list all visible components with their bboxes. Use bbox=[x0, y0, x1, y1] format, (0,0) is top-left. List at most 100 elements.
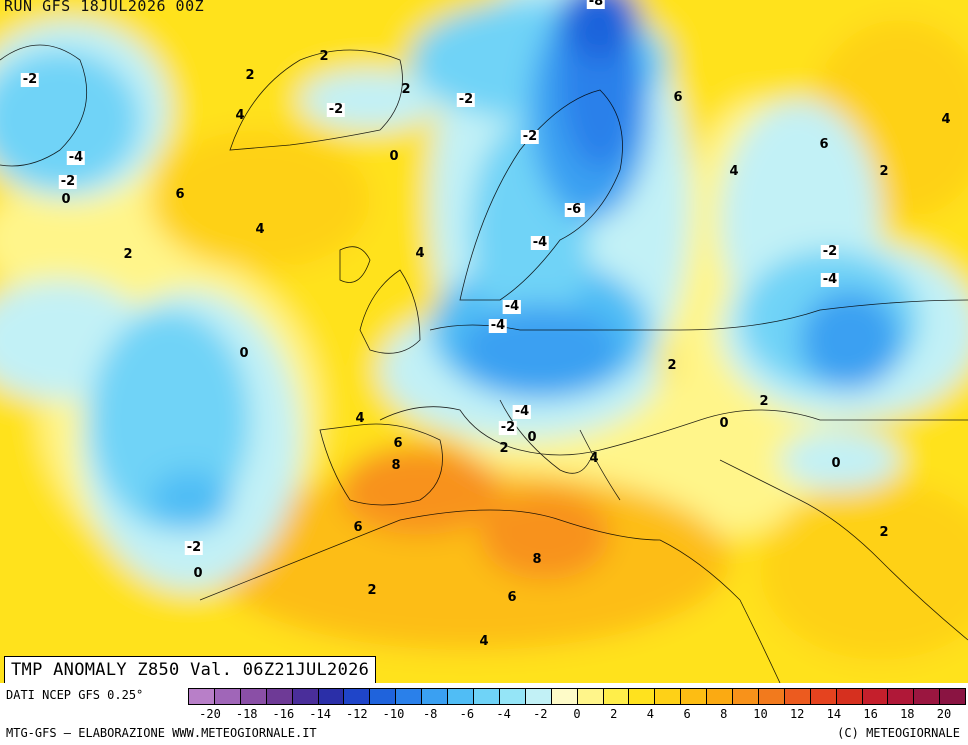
colorbar-tick-label: 8 bbox=[720, 707, 728, 721]
colorbar-swatch bbox=[862, 689, 889, 704]
contour-label: 2 bbox=[499, 441, 509, 456]
colorbar-tick-label: -20 bbox=[199, 707, 221, 721]
colorbar-tick-label: 4 bbox=[646, 707, 655, 721]
contour-label: -4 bbox=[488, 318, 508, 333]
contour-label: 2 bbox=[367, 583, 377, 598]
contour-label: -2 bbox=[326, 102, 346, 117]
contour-label: 4 bbox=[589, 451, 599, 466]
colorbar-swatch bbox=[499, 689, 526, 704]
contour-label: 2 bbox=[879, 525, 889, 540]
colorbar-swatch bbox=[525, 689, 552, 704]
colorbar-swatch bbox=[733, 689, 759, 704]
product-title: TMP ANOMALY Z850 Val. 06Z21JUL2026 bbox=[4, 656, 377, 685]
colorbar-tick-label: 10 bbox=[753, 707, 768, 721]
contour-label: 2 bbox=[245, 68, 255, 83]
contour-label: -4 bbox=[66, 150, 86, 165]
contour-label: -2 bbox=[456, 92, 476, 107]
run-label: RUN GFS 18JUL2026 00Z bbox=[4, 0, 205, 15]
contour-label: -2 bbox=[498, 420, 518, 435]
contour-label: -2 bbox=[58, 174, 78, 189]
contour-label: 4 bbox=[415, 246, 425, 261]
contour-label: 4 bbox=[235, 108, 245, 123]
colorbar-swatch bbox=[240, 689, 267, 704]
colorbar-tick-label: 14 bbox=[826, 707, 842, 721]
colorbar-tick-label: -18 bbox=[235, 707, 258, 721]
colorbar-swatch bbox=[810, 689, 837, 704]
contour-label: 0 bbox=[193, 566, 203, 581]
contour-label: 4 bbox=[255, 222, 265, 237]
contour-label: 0 bbox=[61, 192, 71, 207]
contour-label: 0 bbox=[831, 456, 841, 471]
contour-label: -2 bbox=[820, 244, 840, 259]
colorbar-swatch bbox=[473, 689, 500, 704]
colorbar-tick-label: -14 bbox=[309, 707, 331, 721]
anomaly-map bbox=[0, 0, 968, 683]
colorbar-swatch bbox=[758, 689, 785, 704]
colorbar-swatch bbox=[836, 689, 863, 704]
colorbar-swatch bbox=[914, 689, 941, 704]
contour-label: 2 bbox=[667, 358, 677, 373]
contour-label: -6 bbox=[564, 202, 584, 217]
colorbar-swatch bbox=[370, 689, 397, 704]
anomaly-field bbox=[0, 0, 968, 683]
contour-label: 0 bbox=[239, 346, 249, 361]
colorbar-swatch bbox=[396, 689, 423, 704]
colorbar-swatch bbox=[422, 689, 449, 704]
colorbar-swatch bbox=[940, 689, 966, 704]
contour-label: 4 bbox=[729, 164, 739, 179]
colorbar-swatch bbox=[189, 689, 215, 704]
contour-label: 0 bbox=[389, 149, 399, 164]
contour-label: 6 bbox=[175, 187, 185, 202]
colorbar-swatch bbox=[784, 689, 811, 704]
colorbar-swatch bbox=[681, 689, 708, 704]
colorbar-tick-label: -6 bbox=[459, 707, 475, 721]
colorbar-swatch bbox=[707, 689, 734, 704]
colorbar bbox=[188, 688, 966, 705]
colorbar-tick-label: -12 bbox=[345, 707, 368, 721]
colorbar-tick-label: -2 bbox=[533, 707, 548, 721]
contour-label: 4 bbox=[479, 634, 489, 649]
colorbar-tick-label: 18 bbox=[900, 707, 915, 721]
colorbar-swatch bbox=[292, 689, 319, 704]
contour-label: -4 bbox=[512, 404, 532, 419]
colorbar-tick-label: 0 bbox=[573, 707, 581, 721]
colorbar-tick-label: -16 bbox=[272, 707, 295, 721]
contour-label: 4 bbox=[941, 112, 951, 127]
contour-label: -2 bbox=[20, 72, 40, 87]
colorbar-swatch bbox=[629, 689, 656, 704]
colorbar-swatch bbox=[214, 689, 241, 704]
contour-label: 6 bbox=[353, 520, 363, 535]
contour-label: -8 bbox=[586, 0, 606, 9]
contour-label: 6 bbox=[393, 436, 403, 451]
colorbar-tick-label: 2 bbox=[610, 707, 618, 721]
contour-label: 6 bbox=[507, 590, 517, 605]
colorbar-tick-label: 6 bbox=[683, 707, 691, 721]
contour-label: 0 bbox=[719, 416, 729, 431]
colorbar-swatch bbox=[551, 689, 578, 704]
contour-label: 2 bbox=[879, 164, 889, 179]
colorbar-tick-label: 20 bbox=[936, 707, 952, 721]
contour-label: 2 bbox=[759, 394, 769, 409]
contour-label: 2 bbox=[123, 247, 133, 262]
contour-label: -4 bbox=[530, 235, 550, 250]
data-source-label: DATI NCEP GFS 0.25° bbox=[6, 688, 144, 702]
contour-label: 8 bbox=[391, 458, 401, 473]
contour-label: 2 bbox=[319, 49, 329, 64]
contour-label: -4 bbox=[820, 272, 840, 287]
contour-label: -2 bbox=[184, 540, 204, 555]
colorbar-tick-label: 16 bbox=[863, 707, 878, 721]
contour-label: 6 bbox=[673, 90, 683, 105]
contour-label: 2 bbox=[401, 82, 411, 97]
contour-label: 0 bbox=[527, 430, 537, 445]
colorbar-swatch bbox=[448, 689, 474, 704]
colorbar-ticks: -20 -18 -16 -14 -12 -10 -8 -6 -4 -2 0 2 4 6 8 10 12 14 16 1… bbox=[188, 707, 966, 723]
credit-right: (C) METEOGIORNALE bbox=[837, 726, 960, 740]
colorbar-swatch bbox=[888, 689, 915, 704]
colorbar-tick-label: -10 bbox=[382, 707, 405, 721]
colorbar-swatch bbox=[266, 689, 293, 704]
colorbar-tick-label: 12 bbox=[789, 707, 805, 721]
contour-label: -2 bbox=[520, 129, 540, 144]
colorbar-swatch bbox=[318, 689, 345, 704]
colorbar-swatch bbox=[655, 689, 682, 704]
colorbar-tick-label: -4 bbox=[496, 707, 511, 721]
